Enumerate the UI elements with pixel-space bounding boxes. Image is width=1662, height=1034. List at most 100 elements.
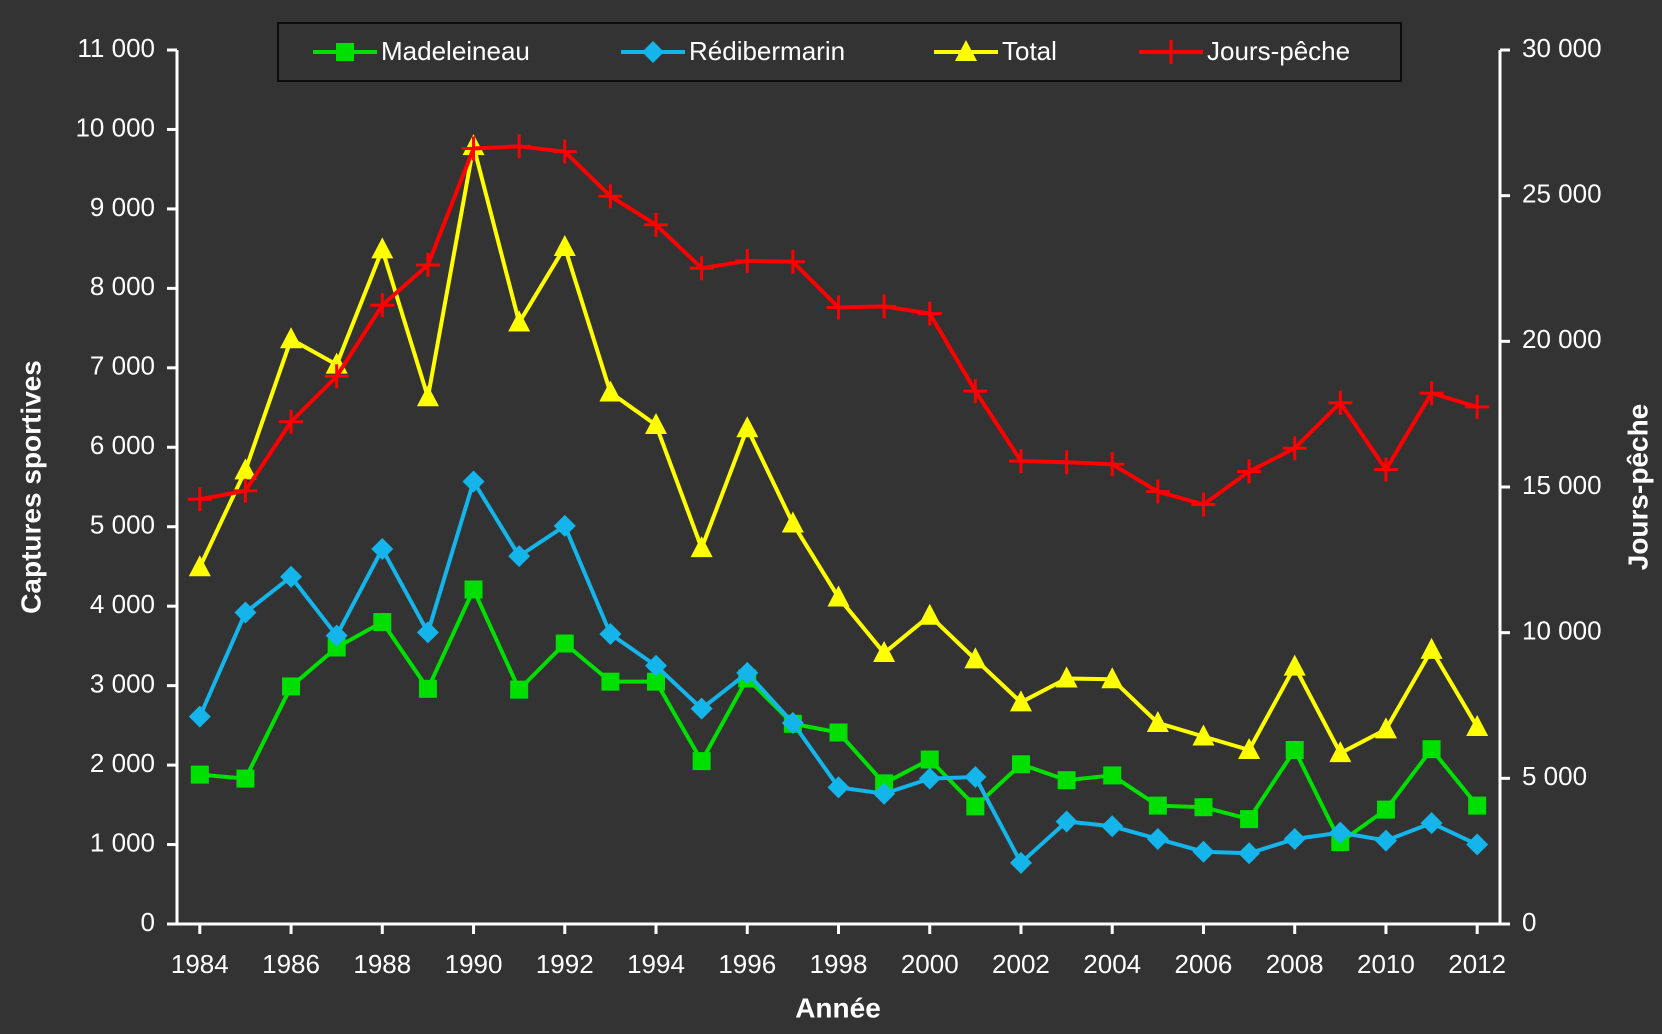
y2-tick-label: 30 000 <box>1522 33 1602 63</box>
marker <box>873 782 896 805</box>
marker <box>415 253 440 278</box>
marker <box>234 601 257 624</box>
y-tick-label: 11 000 <box>77 33 155 63</box>
marker <box>507 134 532 159</box>
marker <box>598 184 623 209</box>
marker <box>1055 810 1078 833</box>
marker <box>1238 842 1261 865</box>
x-tick-label: 1994 <box>627 949 685 979</box>
y-tick-label: 6 000 <box>90 430 155 460</box>
y-tick-label: 10 000 <box>75 112 155 142</box>
marker <box>234 458 257 480</box>
marker <box>279 409 304 434</box>
marker <box>690 697 713 720</box>
marker <box>599 622 622 645</box>
legend-label: Total <box>1002 36 1057 66</box>
marker <box>1100 452 1125 477</box>
x-tick-label: 1996 <box>718 949 776 979</box>
x-tick-label: 1998 <box>810 949 868 979</box>
marker <box>188 705 211 728</box>
marker <box>918 603 941 625</box>
marker <box>461 136 486 161</box>
marker <box>280 327 303 349</box>
marker <box>780 249 805 274</box>
marker <box>1420 637 1443 659</box>
marker <box>920 750 939 769</box>
y-tick-label: 9 000 <box>90 192 155 222</box>
marker <box>508 545 531 568</box>
marker <box>336 43 354 61</box>
marker <box>826 295 851 320</box>
marker <box>964 766 987 789</box>
x-tick-label: 1988 <box>353 949 411 979</box>
marker <box>918 767 941 790</box>
legend-label: Jours-pêche <box>1207 36 1350 66</box>
series <box>187 134 1490 517</box>
x-axis-title: Année <box>795 992 881 1023</box>
y2-tick-label: 15 000 <box>1522 470 1602 500</box>
marker <box>642 41 664 63</box>
y2-tick-label: 20 000 <box>1522 324 1602 354</box>
y2-tick-label: 25 000 <box>1522 179 1602 209</box>
legend-label: Madeleineau <box>381 36 530 66</box>
marker <box>644 212 669 237</box>
marker <box>1283 827 1306 850</box>
y-tick-label: 8 000 <box>90 271 155 301</box>
marker <box>1376 800 1395 819</box>
marker <box>1468 796 1487 815</box>
series <box>188 134 1489 763</box>
y2-tick-label: 0 <box>1522 907 1536 937</box>
marker <box>1009 851 1032 874</box>
x-tick-label: 2010 <box>1357 949 1415 979</box>
marker <box>1282 436 1307 461</box>
marker <box>1055 666 1078 688</box>
marker <box>418 679 437 698</box>
legend-box <box>277 22 1402 82</box>
marker <box>1422 740 1441 759</box>
x-tick-label: 1990 <box>445 949 503 979</box>
x-tick-label: 1986 <box>262 949 320 979</box>
marker <box>236 769 255 788</box>
marker <box>325 624 348 647</box>
x-tick-label: 2012 <box>1448 949 1506 979</box>
marker <box>1420 812 1443 835</box>
marker <box>781 511 804 533</box>
marker <box>553 235 576 257</box>
marker <box>781 711 804 734</box>
marker <box>1054 450 1079 475</box>
marker <box>1057 771 1076 790</box>
marker <box>371 237 394 259</box>
marker <box>552 139 577 164</box>
marker <box>1465 394 1490 419</box>
marker <box>1328 390 1353 415</box>
x-tick-label: 2004 <box>1083 949 1141 979</box>
marker <box>1374 829 1397 852</box>
marker <box>370 293 395 318</box>
y2-tick-label: 10 000 <box>1522 616 1602 646</box>
marker <box>1159 40 1183 64</box>
marker <box>1283 654 1306 676</box>
y-tick-label: 4 000 <box>90 589 155 619</box>
marker <box>1145 479 1170 504</box>
marker <box>510 680 529 699</box>
marker <box>371 537 394 560</box>
marker <box>647 672 666 691</box>
marker <box>462 470 485 493</box>
marker <box>827 776 850 799</box>
y-tick-label: 2 000 <box>90 748 155 778</box>
marker <box>416 621 439 644</box>
marker <box>190 765 209 784</box>
x-tick-label: 2002 <box>992 949 1050 979</box>
x-tick-label: 1984 <box>171 949 229 979</box>
marker <box>645 413 668 435</box>
marker <box>1466 833 1489 856</box>
marker <box>1011 755 1030 774</box>
marker <box>327 638 346 657</box>
marker <box>555 634 574 653</box>
marker <box>829 723 848 742</box>
marker <box>1008 449 1033 474</box>
marker <box>1419 381 1444 406</box>
marker <box>1240 810 1259 829</box>
